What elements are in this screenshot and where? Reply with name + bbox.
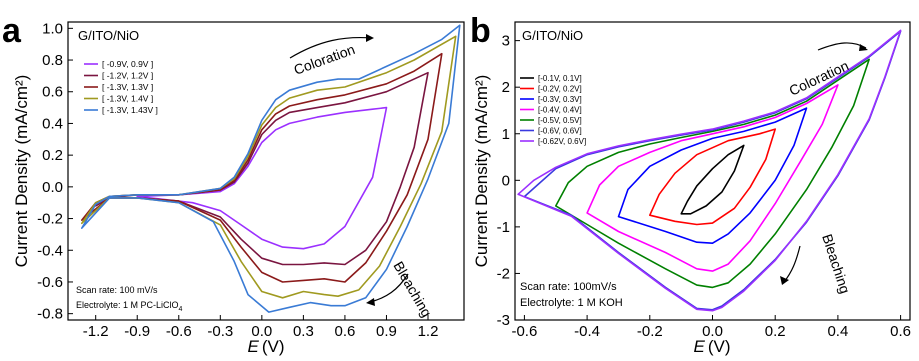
- y-tick-label: 0.6: [42, 84, 63, 101]
- legend-a: [ -0.9V, 0.9V ][ -1.2V, 1.2V ][ -1.3V, 1…: [84, 59, 158, 115]
- x-tick-label: -0.9: [124, 323, 150, 340]
- y-tick-label: 1.0: [42, 20, 63, 37]
- x-tick-label: -1.2: [83, 323, 109, 340]
- scan-rate-b: Scan rate: 100mV/s: [520, 281, 617, 293]
- bleaching-arrowhead-b: [780, 276, 789, 285]
- x-tick-label: 0.4: [827, 323, 848, 340]
- legend-label: [-0.5V, 0.5V]: [538, 116, 582, 125]
- y-tick-label: -2: [497, 265, 510, 282]
- legend-b: [-0.1V, 0.1V] [-0.2V, 0.2V][-0.3V, 0.3V] […: [520, 74, 586, 146]
- legend-label: [ -1.3V, 1.43V ]: [102, 105, 158, 115]
- legend-label: [ -1.3V, 1.3V ]: [102, 82, 153, 92]
- legend-label: [-0.62V, 0.6V]: [538, 137, 586, 146]
- plot-frame-a: [67, 21, 465, 321]
- y-axis-title-a: Current Density (mA/cm²): [12, 75, 31, 268]
- legend-label: [-0.6V, 0.6V]: [538, 127, 582, 136]
- x-tick-label: 0.6: [334, 323, 355, 340]
- panel-label-a: a: [2, 12, 22, 50]
- legend-label: [ -1.3V, 1.4V ]: [102, 94, 153, 104]
- x-tick-label: -0.6: [511, 323, 537, 340]
- y-tick-label: -3: [497, 312, 510, 329]
- plot-frame-b: [514, 21, 911, 321]
- electrolyte-text-a: Electrolyte: 1 M PC-LiClO: [76, 300, 179, 310]
- series-curve-4: [81, 24, 461, 313]
- legend-label: [-0.2V, 0.2V]: [538, 85, 582, 94]
- scan-rate-a: Scan rate: 100 mV/s: [76, 285, 158, 295]
- curves-b: [517, 29, 902, 312]
- electrolyte-a: Electrolyte: 1 M PC-LiClO4: [76, 300, 183, 313]
- legend-label: [ -1.2V, 1.2V ]: [102, 71, 153, 81]
- y-tick-label: -0.4: [37, 242, 63, 259]
- sample-label-a: G/ITO/NiO: [78, 28, 139, 43]
- y-axis-title-b: Current Density (mA/cm²): [472, 75, 491, 268]
- x-tick-label: 0.0: [702, 323, 723, 340]
- x-tick-label: 0.0: [251, 323, 272, 340]
- y-tick-label: 0.4: [42, 115, 63, 132]
- x-tick-label: 0.9: [376, 323, 397, 340]
- series-curve-3: [586, 84, 839, 272]
- x-axis-title-a: E (V): [247, 337, 284, 356]
- legend-label: [ -0.9V, 0.9V ]: [102, 59, 153, 69]
- panel-a: a -1.2 -0.9 -0.6 -0.3 0.0 0.3 0.6 0.9 1.2 -0.8 -0.…: [2, 12, 465, 356]
- coloration-arrow-b: [817, 42, 867, 51]
- y-tick-label: 1: [502, 126, 510, 143]
- series-curve-0: [680, 144, 745, 215]
- axis-ticks-b: -0.6 -0.4 -0.2 0.0 0.2 0.4 0.6 -3 -2 -1 0 1 2 3: [497, 33, 911, 340]
- legend-label: [-0.3V, 0.3V]: [538, 95, 582, 104]
- series-curve-2: [617, 107, 808, 244]
- legend-label: [-0.4V, 0.4V]: [538, 106, 582, 115]
- x-axis-unit-b: (V): [708, 337, 731, 356]
- sample-label-b: G/ITO/NiO: [522, 28, 583, 43]
- x-axis-var-a: E: [247, 337, 259, 356]
- x-tick-label: 1.2: [418, 323, 439, 340]
- series-curve-0: [136, 106, 388, 250]
- x-tick-label: -0.6: [166, 323, 192, 340]
- coloration-label-a: Coloration: [292, 41, 357, 78]
- axis-ticks-a: -1.2 -0.9 -0.6 -0.3 0.0 0.3 0.6 0.9 1.2 -0.8 -0.6 -…: [37, 20, 438, 340]
- x-tick-label: -0.2: [637, 323, 663, 340]
- x-tick-label: -0.3: [207, 323, 233, 340]
- panel-label-b: b: [470, 12, 491, 50]
- series-curve-6: [517, 29, 902, 312]
- series-curve-1: [649, 128, 776, 226]
- bleaching-label-a: Bleaching: [390, 259, 435, 320]
- series-curve-1: [94, 71, 429, 266]
- y-tick-label: -0.2: [37, 211, 63, 228]
- coloration-arrowhead-b: [859, 44, 868, 51]
- y-tick-label: 0.2: [42, 147, 63, 164]
- y-tick-label: -0.8: [37, 306, 63, 323]
- series-curve-4: [555, 58, 870, 289]
- y-tick-label: 0.8: [42, 52, 63, 69]
- curves-a: [81, 24, 461, 313]
- y-tick-label: -0.6: [37, 274, 63, 291]
- x-tick-label: 0.3: [293, 323, 314, 340]
- legend-label: [-0.1V, 0.1V]: [538, 74, 582, 83]
- electrolyte-subscript-a: 4: [179, 306, 183, 313]
- bleaching-label-b: Bleaching: [819, 232, 853, 295]
- y-tick-label: 0: [502, 172, 510, 189]
- y-tick-label: 2: [502, 79, 510, 96]
- coloration-arrow-a: [289, 36, 373, 59]
- panel-b: b -0.6 -0.4 -0.2 0.0 0.2 0.4 0.6 -3 -2 -1 0 1 2 3 G/I…: [470, 12, 911, 356]
- x-axis-title-b: E (V): [693, 337, 730, 356]
- bleaching-arrow-b: [783, 245, 801, 283]
- x-tick-label: 0.2: [765, 323, 786, 340]
- y-tick-label: -1: [497, 219, 510, 236]
- y-tick-label: 3: [502, 33, 510, 50]
- x-axis-unit-a: (V): [262, 337, 285, 356]
- electrolyte-b: Electrolyte: 1 M KOH: [520, 297, 623, 309]
- coloration-arrowhead-a: [366, 34, 374, 42]
- y-tick-label: 0.0: [42, 179, 63, 196]
- x-axis-var-b: E: [693, 337, 705, 356]
- series-curve-2: [81, 52, 443, 283]
- bleaching-arrowhead-a: [366, 298, 375, 306]
- x-tick-label: 0.6: [890, 323, 911, 340]
- x-tick-label: -0.4: [574, 323, 600, 340]
